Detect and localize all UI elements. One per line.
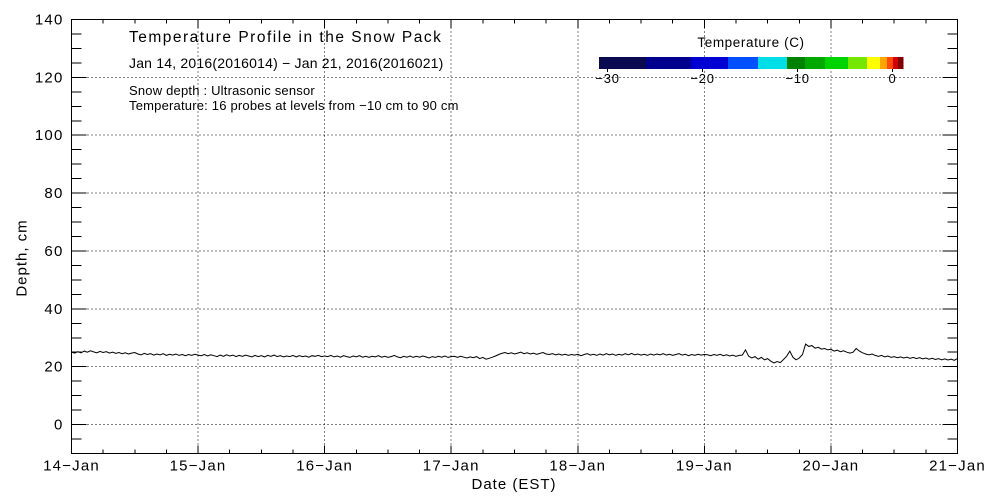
colorbar-segment (893, 57, 899, 69)
colorbar-segment (787, 57, 806, 69)
svg-text:0: 0 (54, 417, 64, 434)
sensor-info-line-2: Temperature: 16 probes at levels from −1… (129, 98, 459, 113)
svg-text:−20: −20 (690, 71, 714, 86)
depth-series (71, 343, 958, 364)
colorbar-segment (848, 57, 868, 69)
svg-text:20−Jan: 20−Jan (803, 458, 860, 475)
svg-text:100: 100 (35, 127, 64, 144)
colorbar-segment (880, 57, 888, 69)
svg-text:0: 0 (889, 71, 897, 86)
colorbar-segment (898, 57, 904, 69)
svg-text:80: 80 (44, 185, 63, 202)
depth-series-line (71, 343, 958, 364)
tick-labels: 0 20 40 60 80 100 120 140 14−Jan 15−Jan 16−Jan 17−J… (35, 12, 986, 475)
svg-text:18−Jan: 18−Jan (549, 458, 606, 475)
colorbar: −30 −20 −10 0 (595, 57, 904, 86)
grid-lines (71, 19, 958, 454)
colorbar-segment (758, 57, 788, 69)
svg-text:40: 40 (44, 301, 63, 318)
svg-text:21−Jan: 21−Jan (929, 458, 986, 475)
y-axis-title: Depth, cm (13, 219, 31, 297)
colorbar-segment (887, 57, 894, 69)
svg-text:16−Jan: 16−Jan (296, 458, 353, 475)
chart-date-range: Jan 14, 2016(2016014) − Jan 21, 2016(201… (129, 55, 444, 71)
svg-text:19−Jan: 19−Jan (676, 458, 733, 475)
colorbar-title: Temperature (C) (697, 35, 805, 50)
svg-text:20: 20 (44, 359, 63, 376)
colorbar-segment (691, 57, 729, 69)
svg-text:60: 60 (44, 243, 63, 260)
x-axis-title: Date (EST) (471, 476, 557, 493)
sensor-info-line-1: Snow depth : Ultrasonic sensor (129, 83, 315, 98)
svg-text:14−Jan: 14−Jan (43, 458, 100, 475)
colorbar-segment (805, 57, 826, 69)
svg-text:17−Jan: 17−Jan (423, 458, 480, 475)
colorbar-segment (599, 57, 647, 69)
svg-text:−30: −30 (595, 71, 619, 86)
colorbar-segment (825, 57, 849, 69)
axis-ticks (71, 19, 958, 454)
svg-text:140: 140 (35, 12, 64, 29)
svg-text:−10: −10 (785, 71, 809, 86)
chart-title: Temperature Profile in the Snow Pack (129, 29, 443, 46)
colorbar-segment (867, 57, 881, 69)
colorbar-segment (728, 57, 759, 69)
colorbar-segment (646, 57, 692, 69)
svg-text:15−Jan: 15−Jan (170, 458, 227, 475)
svg-text:120: 120 (35, 69, 64, 86)
